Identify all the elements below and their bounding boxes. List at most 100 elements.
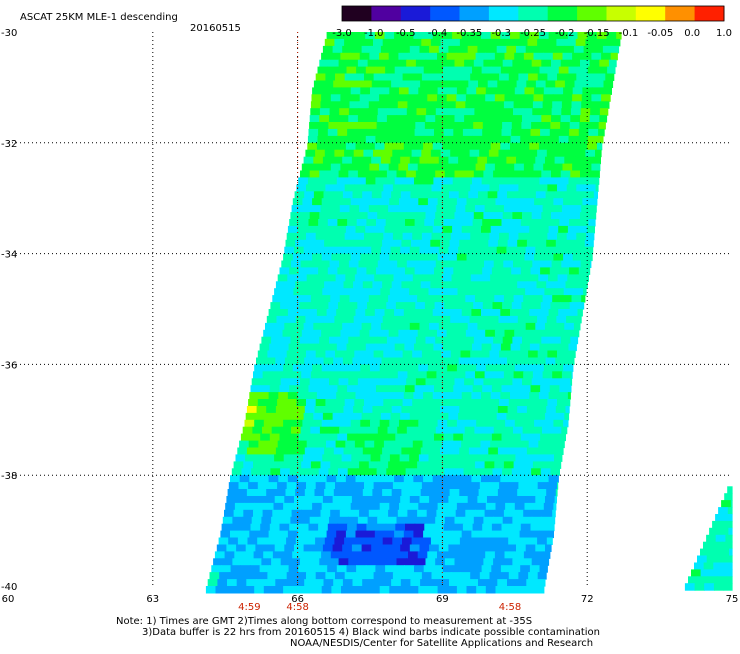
data-cell	[364, 274, 375, 282]
data-cell	[464, 426, 475, 435]
data-cell	[269, 343, 280, 352]
data-cell	[507, 80, 518, 88]
data-cell	[405, 523, 416, 532]
data-cell	[561, 101, 573, 109]
data-cell	[496, 322, 507, 331]
data-cell	[349, 101, 360, 109]
colorbar-label: -0.25	[520, 28, 546, 39]
data-cell	[479, 537, 490, 545]
data-cell	[412, 274, 424, 282]
data-cell	[216, 544, 228, 552]
data-cell	[296, 350, 307, 358]
data-cell	[315, 232, 326, 241]
data-cell	[272, 295, 283, 303]
data-cell	[539, 565, 548, 573]
data-cell	[283, 586, 294, 594]
data-cell	[305, 537, 316, 545]
data-cell	[466, 87, 477, 95]
data-cell	[263, 586, 275, 594]
data-cell	[529, 475, 540, 483]
data-cell	[510, 177, 521, 185]
data-cell	[297, 475, 308, 483]
data-cell	[432, 440, 443, 449]
data-cell	[564, 357, 575, 365]
data-cell	[442, 225, 453, 234]
data-cell	[462, 135, 473, 144]
data-cell	[361, 412, 372, 421]
data-cell	[410, 80, 421, 88]
data-cell	[533, 329, 544, 338]
data-cell	[409, 454, 420, 462]
data-cell	[567, 274, 578, 282]
data-cell	[344, 572, 355, 580]
data-cell	[303, 246, 314, 255]
data-cell	[239, 440, 250, 449]
data-cell	[336, 177, 348, 185]
data-cell	[333, 357, 344, 365]
data-cell	[432, 225, 443, 234]
data-cell	[396, 212, 407, 220]
data-cell	[277, 350, 288, 358]
data-cell	[561, 426, 568, 435]
data-cell	[326, 225, 337, 234]
data-cell	[300, 426, 311, 435]
data-cell	[550, 468, 560, 476]
data-cell	[385, 267, 396, 275]
data-cell	[249, 565, 261, 573]
colorbar-segment	[371, 6, 402, 21]
data-cell	[435, 426, 447, 435]
data-cell	[500, 530, 511, 539]
data-cell	[467, 288, 478, 296]
data-cell	[357, 468, 368, 476]
data-cell	[549, 128, 561, 137]
data-cell	[400, 322, 411, 331]
data-cell	[391, 489, 402, 497]
data-cell	[553, 419, 564, 428]
data-cell	[350, 253, 361, 262]
data-cell	[329, 426, 340, 435]
data-cell	[401, 406, 412, 414]
data-cell	[470, 440, 482, 449]
data-cell	[545, 412, 556, 421]
data-cell	[500, 392, 511, 400]
data-cell	[408, 502, 419, 511]
data-cell	[329, 558, 340, 566]
data-cell	[334, 149, 345, 158]
data-cell	[520, 219, 532, 227]
data-cell	[507, 239, 518, 248]
data-cell	[356, 66, 367, 75]
data-cell	[321, 419, 332, 428]
data-cell	[331, 87, 342, 95]
data-cell	[392, 73, 404, 81]
data-cell	[462, 343, 473, 352]
data-cell	[230, 565, 241, 573]
data-cell	[298, 219, 310, 227]
data-cell	[366, 219, 377, 227]
data-cell	[506, 156, 517, 165]
data-cell	[470, 73, 481, 81]
data-cell	[393, 274, 404, 282]
data-cell	[343, 239, 354, 248]
data-cell	[385, 523, 396, 532]
data-cell	[483, 336, 494, 345]
data-cell	[313, 191, 325, 199]
data-cell	[481, 343, 492, 352]
note-line-2: 3)Data buffer is 22 hrs from 20160515 4)…	[142, 627, 600, 638]
data-cell	[554, 246, 565, 255]
data-cell	[309, 115, 320, 123]
data-cell	[582, 198, 593, 206]
data-cell	[396, 558, 407, 566]
data-cell	[319, 336, 330, 345]
data-cell	[461, 225, 472, 234]
data-cell	[411, 315, 422, 324]
data-cell	[505, 253, 516, 262]
data-cell	[291, 461, 302, 469]
data-cell	[405, 433, 416, 442]
data-cell	[282, 329, 293, 338]
data-cell	[531, 122, 542, 130]
data-cell	[242, 426, 253, 435]
data-cell	[394, 225, 405, 234]
data-cell	[414, 565, 425, 573]
data-cell	[443, 128, 454, 137]
data-cell	[309, 170, 320, 178]
